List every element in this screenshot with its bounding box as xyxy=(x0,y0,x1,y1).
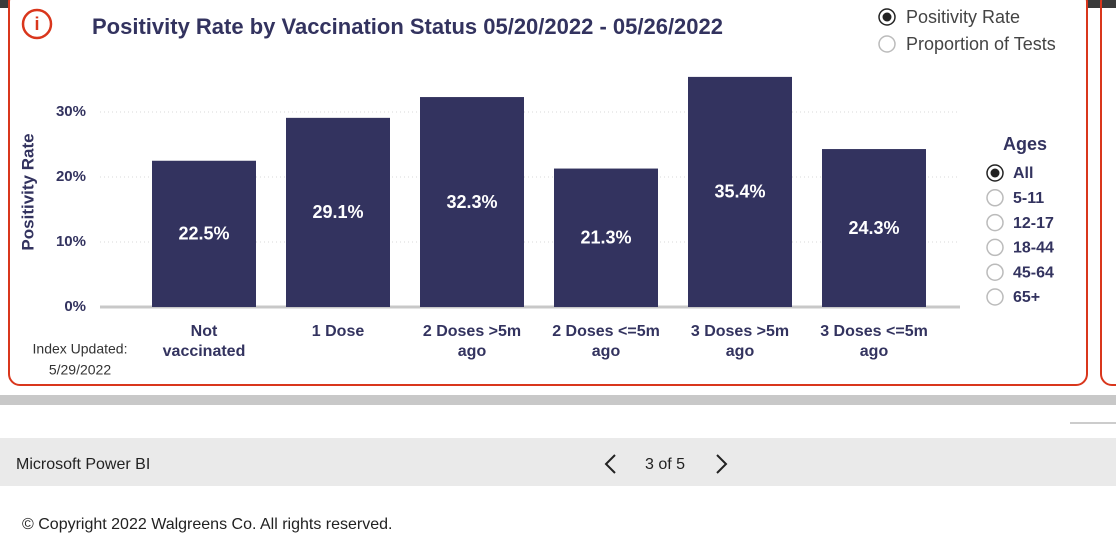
copyright: © Copyright 2022 Walgreens Co. All right… xyxy=(22,516,392,533)
radio-label: 65+ xyxy=(1013,289,1040,306)
x-tick-label: 2 Doses <=5m ago xyxy=(552,323,660,360)
x-tick-label: 1 Dose xyxy=(311,323,365,340)
chart-title: Positivity Rate by Vaccination Status 05… xyxy=(92,14,723,39)
info-icon[interactable] xyxy=(21,8,53,40)
radio-label: All xyxy=(1013,165,1033,182)
radio-dot xyxy=(882,12,892,22)
value-label: 24.3% xyxy=(848,218,899,238)
footer-brand: Microsoft Power BI xyxy=(16,456,150,473)
y-axis-label: Positivity Rate xyxy=(18,133,37,250)
radio[interactable] xyxy=(986,263,1004,281)
radio-label: 5-11 xyxy=(1013,190,1044,207)
bar[interactable] xyxy=(152,160,256,307)
radio[interactable] xyxy=(986,213,1004,232)
x-tick-label: 3 Doses <=5m ago xyxy=(820,323,928,360)
radio-label: 12-17 xyxy=(1013,215,1054,232)
info-icon-label: i xyxy=(34,14,39,34)
y-tick-label: 10% xyxy=(56,233,86,250)
bar[interactable] xyxy=(286,117,390,307)
y-tick-label: 30% xyxy=(56,103,86,120)
index-updated-label: Index Updated: xyxy=(33,341,128,357)
radio[interactable] xyxy=(878,35,896,53)
value-label: 29.1% xyxy=(312,202,363,222)
radio-dot xyxy=(990,168,1000,178)
footer-bar xyxy=(0,438,1116,486)
radio-label: 45-64 xyxy=(1013,264,1054,281)
radio[interactable] xyxy=(986,288,1004,306)
side-card xyxy=(1100,0,1116,386)
prev-page[interactable] xyxy=(604,454,616,474)
value-label: 22.5% xyxy=(178,224,229,244)
radio-label: Proportion of Tests xyxy=(906,34,1056,54)
ages-title: Ages xyxy=(1003,134,1047,154)
bar[interactable] xyxy=(822,149,926,307)
x-tick-label: 2 Doses >5m ago xyxy=(422,323,522,360)
next-page[interactable] xyxy=(716,454,728,474)
page-indicator: 3 of 5 xyxy=(645,456,685,473)
radio-label: Positivity Rate xyxy=(906,7,1020,27)
radio[interactable] xyxy=(986,189,1004,207)
scrollbar[interactable] xyxy=(0,395,1116,405)
x-tick-label: Not vaccinated xyxy=(162,323,246,360)
bar[interactable] xyxy=(420,97,524,307)
y-tick-label: 0% xyxy=(64,298,86,315)
bar[interactable] xyxy=(688,76,792,308)
bar[interactable] xyxy=(554,168,658,307)
radio-label: 18-44 xyxy=(1013,240,1054,257)
value-label: 35.4% xyxy=(714,182,765,202)
y-tick-label: 20% xyxy=(56,168,86,185)
index-updated-date: 5/29/2022 xyxy=(49,362,111,378)
radio[interactable] xyxy=(986,238,1004,257)
value-label: 21.3% xyxy=(580,228,631,248)
value-label: 32.3% xyxy=(446,192,497,212)
x-tick-label: 3 Doses >5m ago xyxy=(690,323,790,360)
